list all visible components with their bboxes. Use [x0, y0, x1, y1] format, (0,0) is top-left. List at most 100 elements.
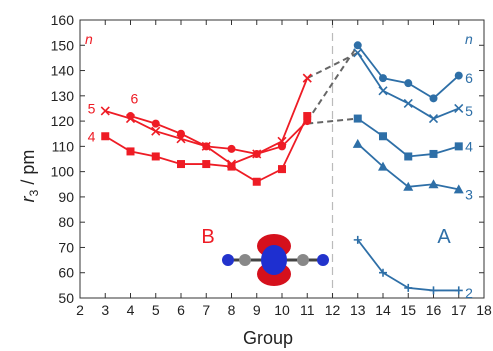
- x-tick-label: 6: [177, 302, 185, 318]
- series-right-n3: [352, 138, 464, 194]
- data-point-triangle: [378, 161, 388, 171]
- series-line: [130, 115, 308, 155]
- x-tick-label: 18: [476, 302, 492, 318]
- x-tick-label: 13: [350, 302, 366, 318]
- molecule-illustration: [222, 234, 329, 286]
- data-point-square: [454, 142, 463, 151]
- data-point-square: [278, 165, 286, 174]
- x-tick-label: 7: [202, 302, 210, 318]
- y-tick-label: 140: [51, 63, 75, 79]
- data-point-triangle: [453, 184, 464, 194]
- series-layer: [100, 41, 464, 295]
- plot-frame-layer: [79, 19, 485, 299]
- data-point-square: [101, 132, 110, 141]
- data-point-circle: [379, 74, 387, 83]
- x-tick-label: 17: [451, 302, 467, 318]
- data-point-triangle: [428, 179, 439, 189]
- n-label-left: n: [85, 31, 93, 47]
- x-tick-label: 4: [127, 302, 135, 318]
- series-line: [357, 117, 460, 158]
- data-point-circle: [278, 142, 286, 151]
- series-label-right: 5: [465, 103, 473, 119]
- data-point-cross: [353, 48, 363, 58]
- x-tick-label: 8: [228, 302, 236, 318]
- data-point-circle: [177, 129, 185, 138]
- data-point-square: [353, 114, 362, 123]
- y-tick-label: 120: [51, 113, 75, 129]
- series-label-right: 6: [465, 70, 473, 86]
- y-axis-title: r3 / pm: [18, 150, 41, 203]
- data-point-circle: [227, 144, 236, 153]
- series-left-n6: [126, 112, 312, 158]
- tick-label-layer: 2 3 4 5 6 7 8 9 10 11 12 13 14 15 16 17 18 50 60 70 80 90 100 1…: [51, 12, 492, 318]
- x-tick-label: 3: [101, 302, 109, 318]
- y-axis-title-unit: / pm: [18, 150, 38, 190]
- series-label-left: 4: [88, 128, 96, 144]
- y-tick-label: 60: [58, 265, 74, 281]
- data-point-cross: [100, 106, 110, 116]
- y-tick-label: 110: [52, 138, 75, 154]
- data-point-square: [177, 160, 185, 169]
- series-label-left: 5: [88, 100, 96, 116]
- data-point-cross: [454, 103, 464, 114]
- series-label-right: 2: [465, 285, 473, 301]
- dashed-link-layer: [306, 44, 359, 125]
- y-tick-label: 80: [58, 214, 74, 230]
- region-label-left: B: [201, 226, 214, 248]
- data-point-circle: [126, 112, 135, 121]
- data-point-square: [227, 162, 236, 171]
- data-point-cross: [378, 86, 388, 96]
- y-tick-label: 100: [51, 164, 75, 180]
- series-right-n5: [353, 48, 464, 124]
- series-left-n4: [101, 112, 312, 186]
- y-tick-label: 70: [58, 239, 74, 255]
- dashed-link: [307, 117, 358, 125]
- y-tick-label: 160: [51, 12, 75, 28]
- region-label-right: A: [437, 226, 451, 248]
- x-tick-label: 5: [152, 302, 160, 318]
- data-point-cross: [302, 73, 312, 83]
- data-point-square: [379, 132, 387, 141]
- data-point-circle: [252, 149, 261, 158]
- data-point-circle: [429, 94, 438, 103]
- y-tick-label: 50: [58, 290, 74, 306]
- series-label-right: 3: [465, 186, 473, 202]
- series-right-n4: [353, 114, 463, 161]
- x-tick-label: 15: [400, 302, 416, 318]
- series-label-right: 4: [465, 138, 473, 154]
- series-label-left: 6: [131, 90, 139, 106]
- x-tick-label: 14: [375, 302, 391, 318]
- x-axis-title: Group: [243, 328, 293, 348]
- data-point-triangle: [403, 181, 414, 191]
- data-point-square: [303, 112, 312, 121]
- y-axis-title-sub: 3: [27, 189, 41, 196]
- y-tick-label: 90: [58, 189, 74, 205]
- x-tick-label: 9: [253, 302, 261, 318]
- data-point-square: [404, 152, 413, 161]
- data-point-circle: [151, 119, 160, 128]
- data-point-plus: [454, 286, 463, 295]
- data-point-cross: [428, 113, 439, 124]
- data-point-square: [151, 152, 160, 161]
- data-point-cross: [226, 159, 237, 169]
- data-point-plus: [379, 268, 387, 277]
- series-line: [357, 44, 460, 100]
- x-tick-label: 12: [325, 302, 341, 318]
- data-point-square: [252, 177, 261, 186]
- x-tick-label: 10: [274, 302, 290, 318]
- data-point-square: [126, 147, 135, 156]
- series-right-n6: [353, 41, 463, 103]
- y-tick-label: 130: [51, 88, 75, 104]
- data-point-square: [429, 149, 438, 158]
- data-point-cross: [403, 98, 413, 108]
- y-tick-label: 150: [51, 37, 75, 53]
- data-point-plus: [404, 283, 413, 292]
- data-point-plus: [429, 286, 438, 295]
- n-label-right: n: [465, 31, 473, 47]
- dashed-link: [306, 44, 359, 122]
- data-point-circle: [202, 142, 211, 151]
- x-tick-label: 16: [426, 302, 442, 318]
- data-point-circle: [404, 79, 413, 88]
- series-right-n2: [353, 235, 463, 295]
